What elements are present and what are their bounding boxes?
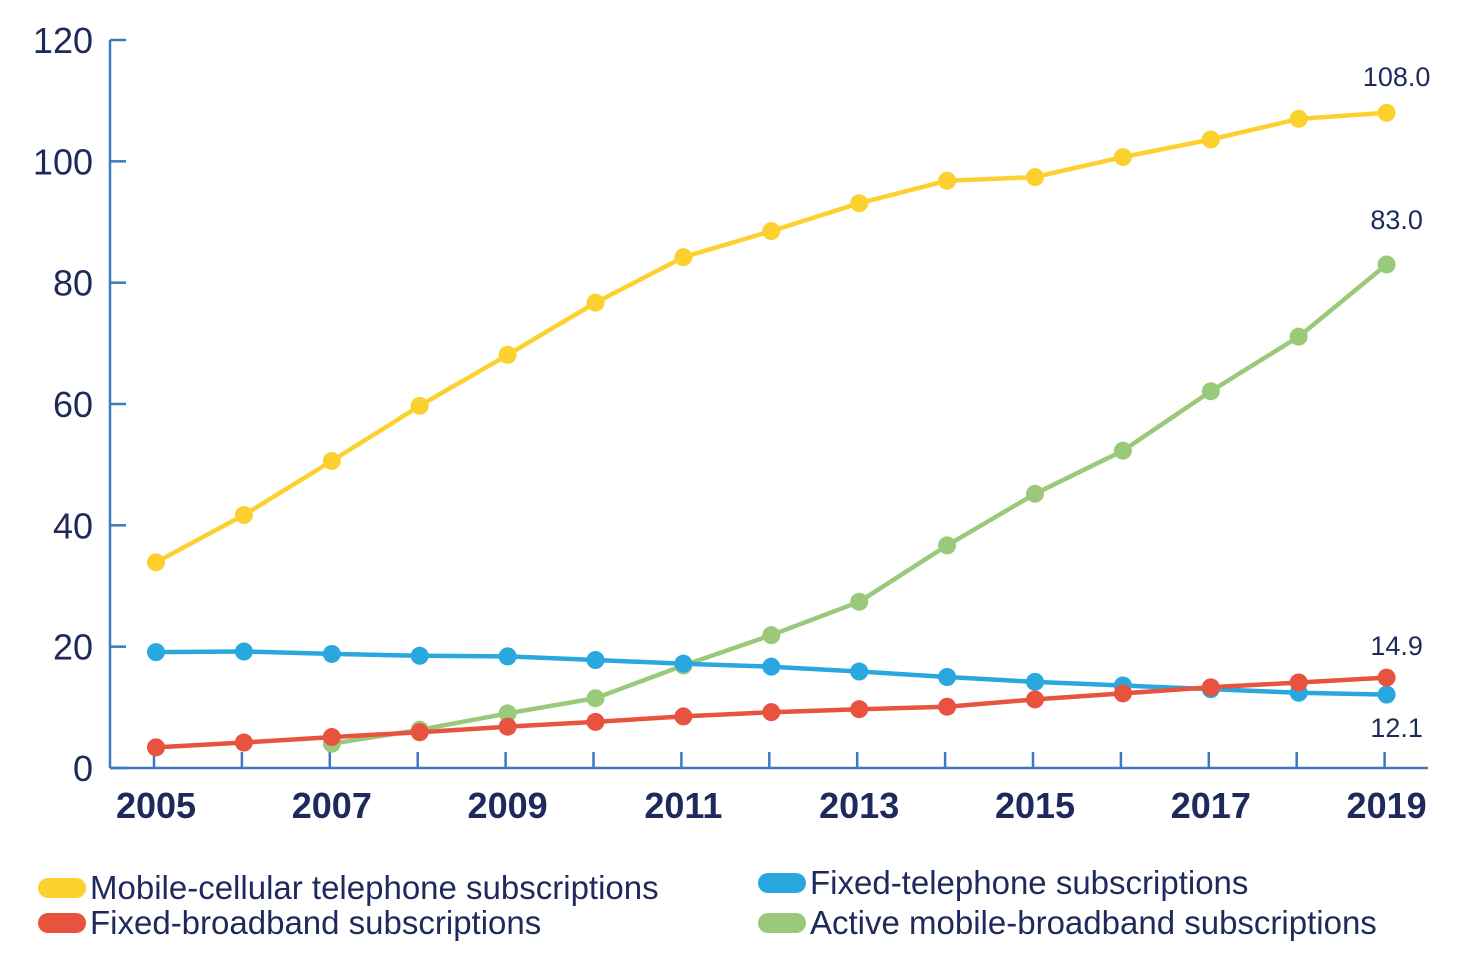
legend-item-fixed-broadband: Fixed-broadband subscriptions	[38, 903, 541, 943]
x-tick-label: 2019	[1347, 785, 1427, 826]
data-point-active-mobile-broadband-subscriptions	[586, 689, 605, 708]
data-point-mobile-cellular-telephone-subscriptions	[234, 506, 253, 525]
legend-swatch-fixed-telephone	[758, 873, 806, 893]
data-point-mobile-cellular-telephone-subscriptions	[762, 222, 781, 241]
legend-label-active-mobile-broadband: Active mobile-broadband subscriptions	[810, 904, 1377, 941]
legend-item-fixed-telephone: Fixed-telephone subscriptions	[758, 863, 1248, 903]
axes: 0 20 40 60 80 100 120 2005 2007 2009 2011 2013 2015 2…	[33, 20, 1428, 826]
data-point-fixed-broadband-subscriptions	[410, 723, 429, 742]
x-tick-label: 2015	[995, 785, 1075, 826]
data-point-active-mobile-broadband-subscriptions	[938, 536, 957, 555]
y-tick-label: 0	[73, 748, 93, 789]
x-tick-label: 2005	[116, 785, 196, 826]
y-tick-label: 100	[33, 141, 93, 182]
data-point-mobile-cellular-telephone-subscriptions	[850, 194, 869, 213]
data-point-fixed-broadband-subscriptions	[1289, 673, 1308, 692]
legend-item-mobile-cellular: Mobile-cellular telephone subscriptions	[38, 868, 659, 908]
legend-item-active-mobile-broadband: Active mobile-broadband subscriptions	[758, 903, 1377, 943]
data-point-fixed-telephone-subscriptions	[147, 643, 165, 662]
data-point-mobile-cellular-telephone-subscriptions	[1289, 109, 1308, 128]
data-point-fixed-broadband-subscriptions	[1201, 678, 1220, 697]
data-point-fixed-telephone-subscriptions	[1026, 672, 1044, 691]
legend-label-fixed-telephone: Fixed-telephone subscriptions	[810, 864, 1249, 901]
data-point-mobile-cellular-telephone-subscriptions	[1026, 168, 1044, 187]
y-tick-label: 120	[33, 20, 93, 61]
data-point-fixed-broadband-subscriptions	[498, 717, 517, 736]
data-point-mobile-cellular-telephone-subscriptions	[586, 293, 605, 312]
legend-label-mobile-cellular: Mobile-cellular telephone subscriptions	[90, 869, 659, 906]
legend-swatch-mobile-cellular	[38, 878, 86, 898]
data-point-active-mobile-broadband-subscriptions	[1289, 327, 1308, 346]
data-point-mobile-cellular-telephone-subscriptions	[1377, 103, 1396, 122]
data-point-fixed-telephone-subscriptions	[410, 646, 429, 665]
x-tick-label: 2011	[644, 785, 722, 826]
data-point-fixed-telephone-subscriptions	[234, 642, 253, 661]
end-value-label: 14.9	[1370, 631, 1423, 661]
data-point-active-mobile-broadband-subscriptions	[498, 704, 517, 723]
data-point-mobile-cellular-telephone-subscriptions	[938, 171, 957, 190]
data-point-active-mobile-broadband-subscriptions	[1113, 441, 1132, 460]
data-point-fixed-broadband-subscriptions	[674, 707, 693, 726]
data-point-fixed-telephone-subscriptions	[322, 644, 341, 663]
data-point-fixed-broadband-subscriptions	[234, 733, 253, 752]
legend: Mobile-cellular telephone subscriptions …	[0, 860, 1464, 970]
y-tick-label: 20	[53, 627, 93, 668]
end-labels: 108.0 83.0 14.9 12.1	[1363, 62, 1431, 743]
data-point-fixed-broadband-subscriptions	[147, 738, 165, 757]
data-point-fixed-broadband-subscriptions	[762, 703, 781, 722]
data-point-fixed-telephone-subscriptions	[586, 651, 605, 670]
end-value-label: 83.0	[1370, 205, 1423, 235]
legend-swatch-fixed-broadband	[38, 913, 86, 933]
data-point-active-mobile-broadband-subscriptions	[1377, 255, 1396, 274]
data-point-fixed-telephone-subscriptions	[674, 654, 693, 673]
data-point-fixed-broadband-subscriptions	[586, 712, 605, 731]
series-line-mobile-cellular-telephone-subscriptions	[154, 110, 1387, 565]
data-point-mobile-cellular-telephone-subscriptions	[498, 345, 517, 364]
line-chart: 0 20 40 60 80 100 120 2005 2007 2009 2011 2013 2015 2…	[33, 20, 1431, 826]
data-point-mobile-cellular-telephone-subscriptions	[1113, 148, 1132, 167]
end-value-label: 12.1	[1370, 713, 1423, 743]
data-point-fixed-telephone-subscriptions	[938, 668, 957, 686]
data-point-active-mobile-broadband-subscriptions	[1026, 484, 1044, 503]
data-point-active-mobile-broadband-subscriptions	[762, 626, 781, 645]
data-point-fixed-broadband-subscriptions	[850, 700, 869, 719]
x-tick-label: 2017	[1171, 785, 1251, 826]
data-point-fixed-broadband-subscriptions	[322, 728, 341, 747]
data-point-fixed-broadband-subscriptions	[938, 697, 957, 716]
y-tick-label: 40	[53, 505, 93, 546]
data-point-mobile-cellular-telephone-subscriptions	[674, 248, 693, 267]
series-points	[147, 103, 1396, 757]
data-point-fixed-telephone-subscriptions	[1377, 685, 1396, 704]
data-point-fixed-telephone-subscriptions	[850, 662, 869, 681]
data-point-fixed-broadband-subscriptions	[1377, 668, 1396, 687]
data-point-mobile-cellular-telephone-subscriptions	[147, 553, 165, 572]
data-point-mobile-cellular-telephone-subscriptions	[1201, 130, 1220, 149]
legend-label-fixed-broadband: Fixed-broadband subscriptions	[90, 904, 542, 941]
data-point-active-mobile-broadband-subscriptions	[850, 592, 869, 611]
data-point-mobile-cellular-telephone-subscriptions	[322, 452, 341, 471]
end-value-label: 108.0	[1363, 62, 1431, 92]
data-point-fixed-broadband-subscriptions	[1113, 684, 1132, 703]
data-point-mobile-cellular-telephone-subscriptions	[410, 396, 429, 415]
data-point-active-mobile-broadband-subscriptions	[1201, 382, 1220, 401]
x-tick-label: 2009	[468, 785, 548, 826]
data-point-fixed-telephone-subscriptions	[762, 657, 781, 676]
data-point-fixed-broadband-subscriptions	[1026, 690, 1044, 709]
legend-swatch-active-mobile-broadband	[758, 913, 806, 933]
y-tick-label: 80	[53, 263, 93, 304]
x-tick-label: 2013	[819, 785, 899, 826]
data-point-fixed-telephone-subscriptions	[498, 647, 517, 666]
x-tick-label: 2007	[292, 785, 372, 826]
y-tick-label: 60	[53, 384, 93, 425]
